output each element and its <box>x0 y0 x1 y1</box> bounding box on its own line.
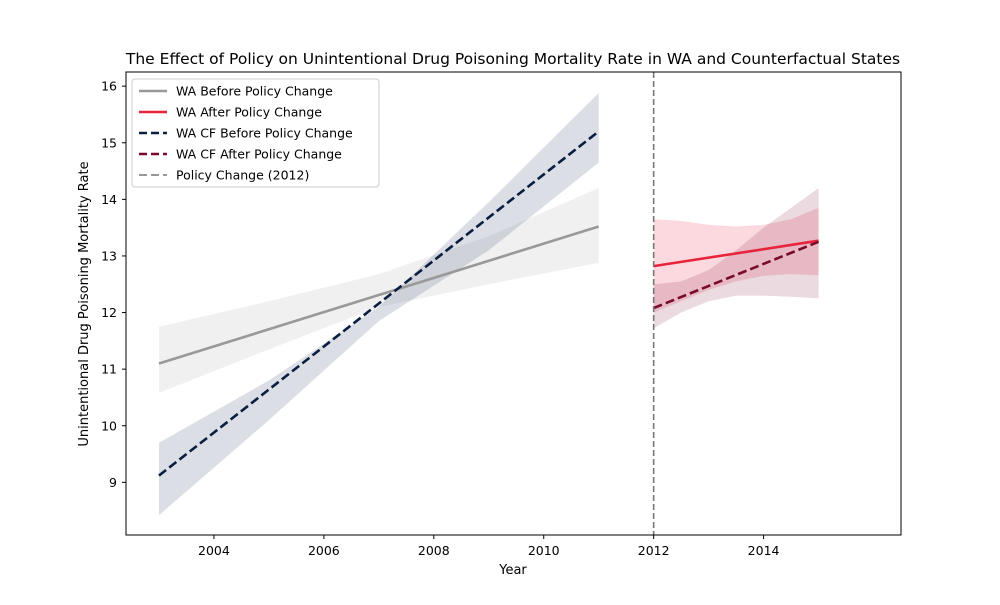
y-axis-ticks: 9 10 11 12 13 14 15 16 <box>101 79 126 490</box>
y-tick-label: 14 <box>101 192 117 207</box>
legend-entries: WA Before Policy Change WA After Policy C… <box>139 84 353 183</box>
series-line-wa-cf-before-policy-change <box>158 130 600 477</box>
y-axis-label: Unintentional Drug Poisoning Mortality R… <box>77 161 92 446</box>
y-tick-label: 9 <box>109 475 117 490</box>
x-axis-ticks: 2004 2006 2008 2010 2012 2014 <box>198 535 780 558</box>
series-line-wa-after-policy-change <box>653 239 819 268</box>
confidence-band-wa-after-policy-change <box>653 207 819 313</box>
y-tick-label: 11 <box>101 362 117 377</box>
series-line-wa-cf-after-policy-change <box>653 240 820 310</box>
x-tick-label: 2010 <box>528 543 560 558</box>
y-tick-label: 13 <box>101 248 117 263</box>
legend: WA Before Policy Change WA After Policy C… <box>131 78 380 188</box>
legend-label-wa-after-policy-change: WA After Policy Change <box>176 105 322 120</box>
y-tick-label: 15 <box>101 135 117 150</box>
series-line-wa-before-policy-change <box>158 225 600 365</box>
x-tick-label: 2006 <box>308 543 340 558</box>
legend-label-wa-before-policy-change: WA Before Policy Change <box>176 84 333 99</box>
x-tick-label: 2008 <box>418 543 450 558</box>
x-axis-label: Year <box>498 563 527 578</box>
y-tick-label: 12 <box>101 305 117 320</box>
legend-label-wa-cf-after-policy-change: WA CF After Policy Change <box>176 147 342 162</box>
legend-label-wa-cf-before-policy-change: WA CF Before Policy Change <box>176 126 353 141</box>
plot-frame <box>125 71 902 536</box>
chart-title: The Effect of Policy on Unintentional Dr… <box>125 50 900 68</box>
confidence-bands <box>158 92 819 516</box>
confidence-band-wa-cf-after-policy-change <box>653 188 819 329</box>
y-tick-label: 16 <box>101 79 117 94</box>
legend-label-policy-change-2012: Policy Change (2012) <box>176 168 309 183</box>
confidence-band-wa-before-policy-change <box>158 188 599 393</box>
x-tick-label: 2004 <box>198 543 230 558</box>
confidence-band-wa-cf-before-policy-change <box>158 92 599 516</box>
x-tick-label: 2014 <box>748 543 780 558</box>
series-lines <box>158 130 820 477</box>
y-tick-label: 10 <box>101 418 117 433</box>
legend-frame <box>131 78 380 188</box>
x-tick-label: 2012 <box>638 543 670 558</box>
